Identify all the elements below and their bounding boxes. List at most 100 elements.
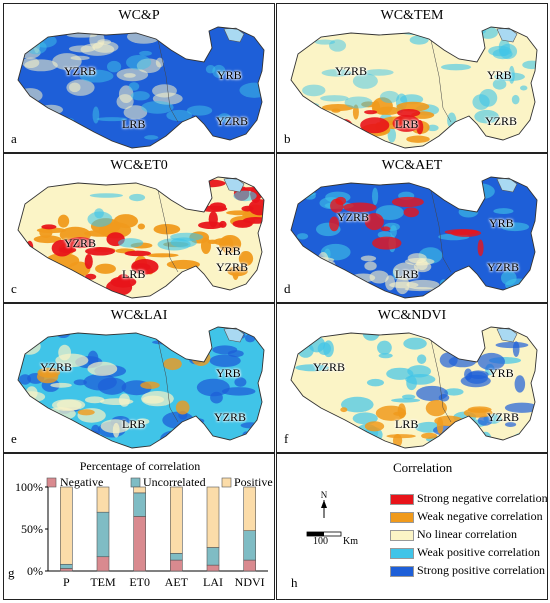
legend-label-positive: Positive	[234, 475, 273, 489]
basin-map	[17, 26, 265, 149]
legend-item-weak-negative: Weak negative correlation	[390, 509, 543, 523]
legend-swatch	[390, 493, 414, 505]
map-title: WC&AET	[381, 158, 443, 173]
region-label-yrb: YRB	[487, 68, 512, 82]
region-label-lrb: LRB	[122, 267, 146, 281]
panel-label: d	[284, 281, 291, 296]
map-panel-b: WC&TEM YZRB YRB LRB YZRB b	[276, 3, 548, 153]
panel-label: e	[11, 431, 17, 446]
panel-label: b	[284, 131, 291, 146]
svg-text:Km: Km	[343, 536, 358, 546]
bar-uncorrelated-tem	[96, 511, 110, 558]
y-tick-label: 0%	[27, 564, 43, 578]
basin-map	[17, 176, 265, 299]
legend-label-uncorrelated: Uncorrelated	[143, 475, 206, 489]
map-panel-e: WC&LAI YZRB YRB LRB YZRB e	[3, 303, 275, 453]
region-label-yzrb-west: YZRB	[337, 210, 370, 224]
region-label-yzrb-west: YZRB	[335, 64, 368, 78]
x-tick-label: TEM	[90, 575, 116, 589]
bar-positive-et0	[133, 486, 146, 494]
x-tick-label: NDVI	[235, 575, 265, 589]
panel-label: f	[284, 431, 289, 446]
bar-uncorrelated-lai	[206, 547, 220, 566]
north-arrow-icon: N	[321, 490, 328, 518]
bar-negative-ndvi	[243, 559, 256, 572]
panel-label: h	[291, 575, 298, 590]
legend-item-weak-positive: Weak positive correlation	[390, 545, 540, 559]
legend-panel: N 100 Km Correlation Strong negative cor…	[276, 453, 548, 600]
bar-negative-p	[60, 568, 73, 572]
legend-swatch	[390, 547, 414, 559]
bar-negative-aet	[170, 559, 183, 572]
legend-swatch-positive	[221, 477, 232, 488]
chart-title: Percentage of correlation	[80, 459, 201, 473]
region-label-yrb: YRB	[489, 366, 514, 380]
region-label-yzrb-east: YZRB	[487, 260, 520, 274]
region-label-yrb: YRB	[216, 244, 241, 258]
legend-swatch	[390, 529, 414, 541]
x-tick-label: LAI	[203, 575, 223, 589]
region-label-yzrb-west: YZRB	[40, 360, 73, 374]
bar-chart-panel: Percentage of correlation Negative Uncor…	[3, 453, 275, 600]
region-label-yrb: YRB	[216, 366, 241, 380]
legend-title: Correlation	[393, 460, 453, 475]
bar-uncorrelated-ndvi	[243, 530, 256, 561]
basin-map	[17, 326, 265, 449]
legend-label-negative: Negative	[60, 475, 103, 489]
bar-positive-tem	[96, 486, 110, 513]
map-title: WC&ET0	[110, 158, 168, 173]
legend-swatch	[390, 565, 414, 577]
region-label-yzrb-west: YZRB	[64, 64, 97, 78]
y-tick-label: 100%	[15, 480, 43, 494]
svg-text:N: N	[321, 490, 328, 500]
map-panel-a: WC&P YZRB YRB LRB YZRB a	[3, 3, 275, 153]
region-label-lrb: LRB	[122, 117, 146, 131]
svg-text:100: 100	[313, 536, 328, 546]
basin-map	[290, 26, 538, 149]
region-label-yzrb-east: YZRB	[214, 410, 247, 424]
y-tick-label: 50%	[21, 522, 43, 536]
bar-uncorrelated-et0	[133, 492, 146, 517]
map-panel-d: WC&AET YZRB YRB LRB YZRB d	[276, 153, 548, 303]
bar-uncorrelated-p	[60, 563, 73, 569]
region-label-yrb: YRB	[489, 216, 514, 230]
legend-item-no-linear: No linear correlation	[390, 527, 517, 541]
region-label-yzrb-west: YZRB	[64, 236, 97, 250]
bar-positive-p	[60, 486, 73, 565]
bar-negative-et0	[133, 516, 146, 572]
basin-map	[290, 176, 538, 299]
bar-uncorrelated-aet	[170, 553, 183, 561]
region-label-yzrb-east: YZRB	[487, 410, 520, 424]
legend-swatch-negative	[46, 477, 57, 488]
region-label-lrb: LRB	[395, 267, 419, 281]
region-label-yzrb-west: YZRB	[313, 360, 346, 374]
map-title: WC&NDVI	[377, 308, 447, 323]
legend-item-strong-positive: Strong positive correlation	[390, 563, 545, 577]
stacked-bar-chart: Percentage of correlation Negative Uncor…	[8, 459, 273, 589]
map-panel-f: WC&NDVI YZRB YRB LRB YZRB f	[276, 303, 548, 453]
panel-label: g	[8, 565, 15, 580]
region-label-yrb: YRB	[217, 68, 242, 82]
x-tick-label: ET0	[129, 575, 150, 589]
legend-swatch-uncorrelated	[130, 477, 141, 488]
bar-negative-tem	[96, 556, 110, 572]
x-tick-label: AET	[165, 575, 189, 589]
region-label-lrb: LRB	[395, 417, 419, 431]
x-tick-label: P	[63, 575, 70, 589]
map-title: WC&LAI	[110, 308, 168, 323]
map-title: WC&P	[118, 8, 160, 23]
legend-item-strong-negative: Strong negative correlation	[390, 491, 547, 505]
bar-positive-aet	[170, 486, 183, 554]
legend-swatch	[390, 511, 414, 523]
scale-bar: 100 Km	[306, 531, 358, 546]
region-label-yzrb-east: YZRB	[216, 260, 249, 274]
region-label-yzrb-east: YZRB	[485, 114, 518, 128]
bar-positive-ndvi	[243, 486, 256, 531]
region-label-lrb: LRB	[122, 417, 146, 431]
panel-label: c	[11, 281, 17, 296]
bar-positive-lai	[206, 486, 220, 548]
basin-map	[290, 326, 538, 449]
panel-label: a	[11, 131, 17, 146]
map-panel-c: WC&ET0 YZRB YRB LRB YZRB c	[3, 153, 275, 303]
bar-negative-lai	[206, 564, 220, 572]
